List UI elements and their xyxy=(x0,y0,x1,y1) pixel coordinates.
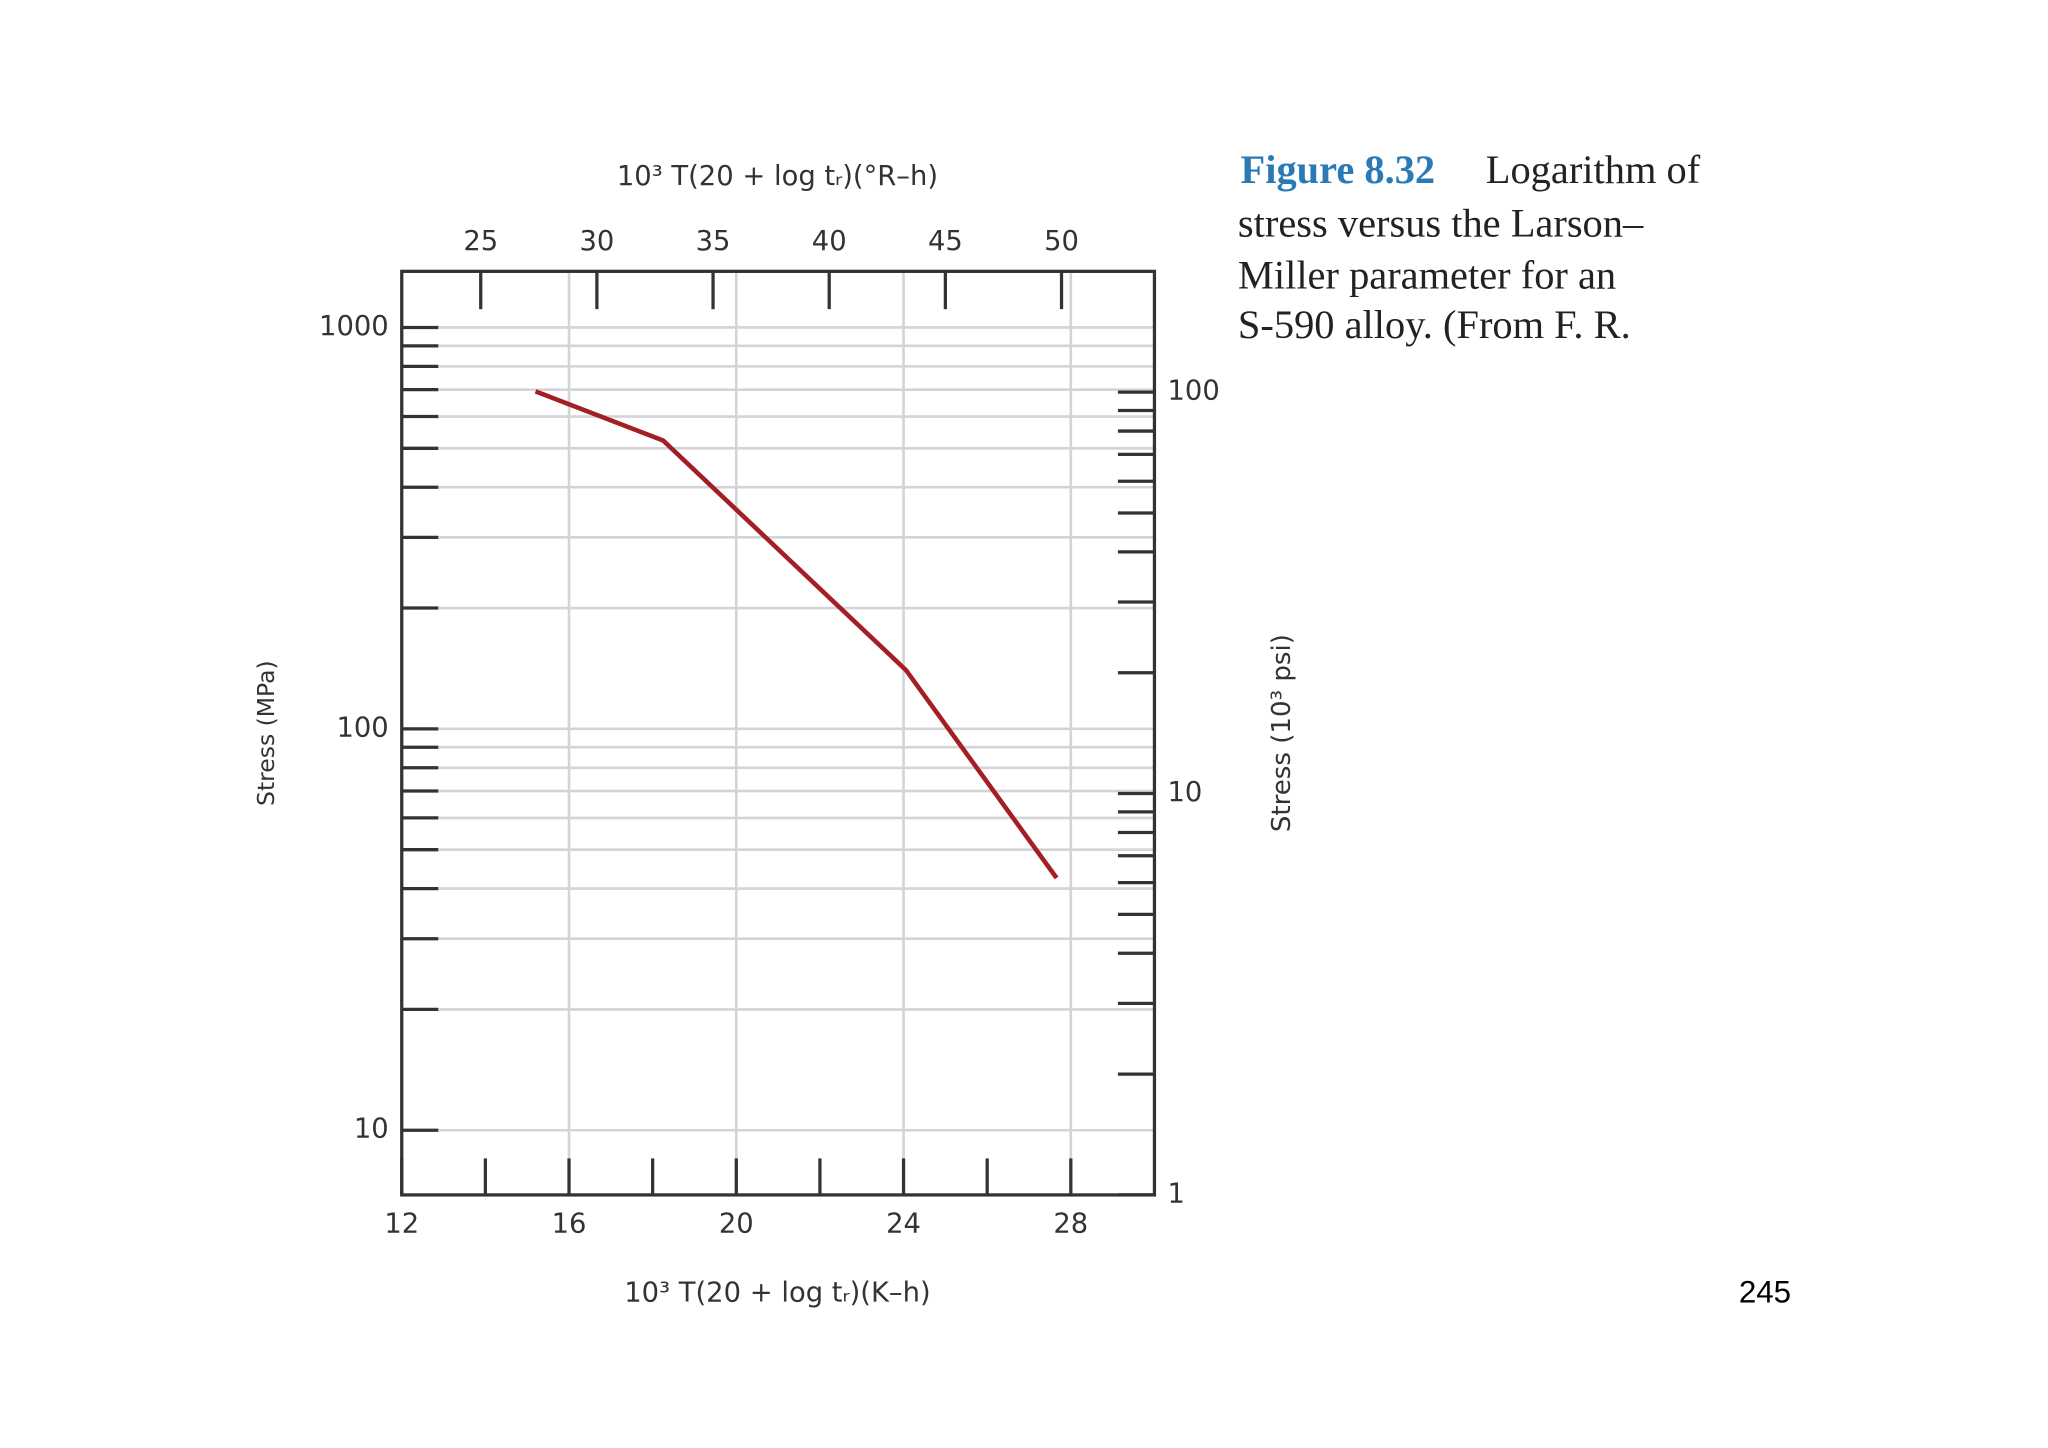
x-tick-label: 28 xyxy=(1053,1208,1088,1239)
x-tick-label: 16 xyxy=(552,1208,587,1239)
y2-tick-label: 10 xyxy=(1167,777,1202,808)
caption-line: stress versus the Larson– xyxy=(1238,200,1644,245)
y-tick-label: 10 xyxy=(354,1114,389,1145)
y-axis-label: Stress (MPa) xyxy=(252,660,280,806)
x2-tick-label: 35 xyxy=(696,226,731,257)
y-tick-label: 1000 xyxy=(319,311,389,342)
y-tick-label: 100 xyxy=(336,712,388,743)
x2-axis-label: 10³ T(20 + log tᵣ)(°R–h) xyxy=(617,161,938,192)
x2-tick-label: 40 xyxy=(812,226,847,257)
caption-label: Figure 8.32 xyxy=(1241,147,1436,192)
x-tick-label: 20 xyxy=(719,1208,754,1239)
x-tick-label: 24 xyxy=(886,1208,921,1239)
y2-tick-label: 1 xyxy=(1167,1178,1184,1209)
data-line xyxy=(534,389,1059,880)
x2-tick-label: 30 xyxy=(579,226,614,257)
caption-line: Miller parameter for an xyxy=(1238,252,1616,297)
plot-frame xyxy=(400,269,1157,1197)
x2-tick-label: 25 xyxy=(463,226,498,257)
y2-tick-label: 100 xyxy=(1167,376,1219,407)
y2-axis-label: Stress (10³ psi) xyxy=(1267,634,1297,832)
caption-line: Logarithm of xyxy=(1486,147,1701,192)
x-axis-label: 10³ T(20 + log tᵣ)(K–h) xyxy=(624,1278,930,1309)
page-number: 245 xyxy=(1739,1274,1791,1309)
x2-tick-label: 50 xyxy=(1044,226,1079,257)
x2-tick-label: 45 xyxy=(928,226,963,257)
x-tick-label: 12 xyxy=(384,1208,419,1239)
caption-line: S-590 alloy. (From F. R. xyxy=(1238,302,1631,347)
